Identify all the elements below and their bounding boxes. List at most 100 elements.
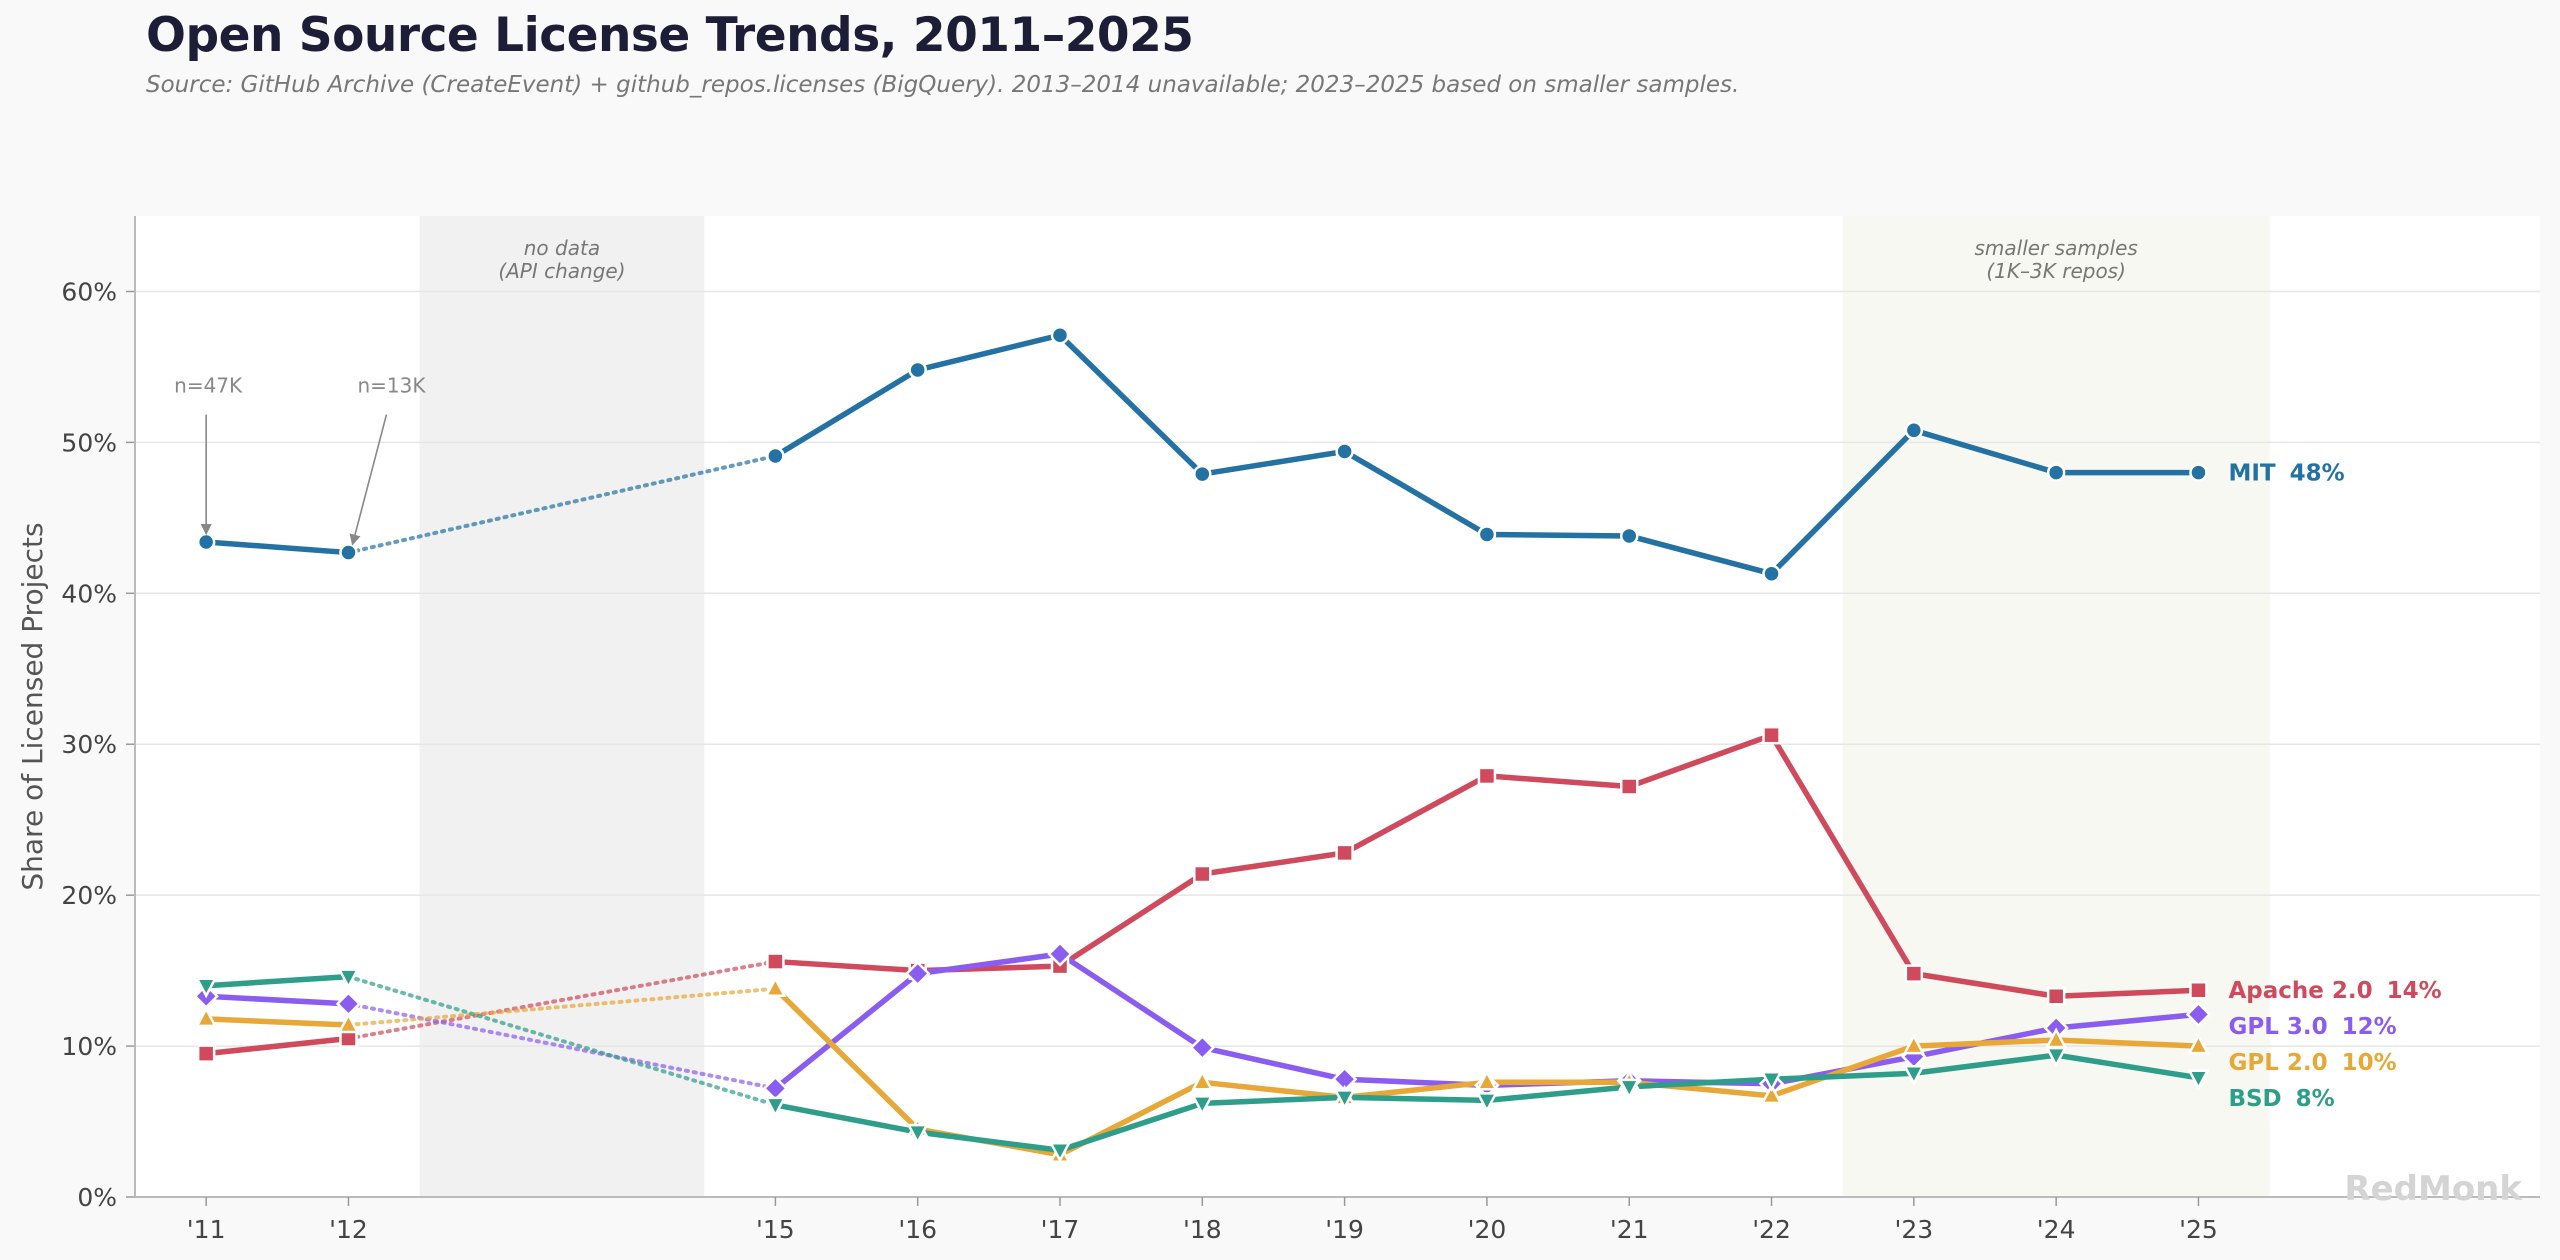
data-point	[195, 1006, 218, 1028]
data-point	[764, 1096, 787, 1118]
x-tick-label: '15	[756, 1215, 795, 1244]
data-point	[1191, 1069, 1214, 1091]
data-point	[2187, 1033, 2210, 1055]
annotation-arrow	[349, 414, 388, 546]
series-name: MIT	[2228, 461, 2275, 487]
data-point	[2046, 463, 2066, 482]
x-tick-label: '22	[1752, 1215, 1791, 1244]
end-label: BSD 8%	[2228, 1086, 2334, 1112]
y-tick-label: 60%	[61, 277, 117, 306]
series-end-value: 8%	[2296, 1086, 2335, 1112]
data-point	[1762, 564, 1781, 583]
data-point	[1475, 1069, 1498, 1091]
series-line	[203, 1016, 352, 1028]
gap-line	[346, 453, 778, 555]
end-label: MIT 48%	[2228, 461, 2344, 487]
data-point	[337, 968, 360, 990]
shaded-band	[419, 216, 705, 1197]
band-label: (API change)	[498, 259, 625, 283]
data-point	[337, 1012, 360, 1034]
data-point	[1904, 421, 1924, 440]
data-point	[1619, 526, 1639, 546]
axes: 0% 10% 20% 30% 40% 50% 60% '11 '12 '15 '16 '17 '18 '1…	[16, 216, 2540, 1244]
x-tick-label: '16	[898, 1215, 937, 1244]
end-label: GPL 3.0 12%	[2228, 1014, 2396, 1040]
annotation-label: n=47K	[174, 374, 243, 398]
series-line	[203, 1035, 352, 1057]
y-tick-label: 20%	[61, 881, 117, 910]
band-label: no data	[524, 236, 600, 260]
data-point	[1193, 864, 1212, 884]
series-end-value: 14%	[2387, 978, 2442, 1004]
data-point	[1477, 766, 1497, 786]
y-axis-label: Share of Licensed Projects	[16, 522, 49, 890]
gap-line	[346, 959, 778, 1041]
series-name: BSD	[2228, 1086, 2281, 1112]
data-point	[766, 446, 785, 466]
data-point	[2189, 980, 2208, 1000]
data-point	[1050, 325, 1070, 345]
data-point	[1335, 442, 1354, 461]
x-tick-label: '24	[2037, 1215, 2076, 1244]
data-point	[1335, 843, 1354, 863]
data-point	[1619, 777, 1639, 796]
series-line	[203, 993, 352, 1007]
x-tick-label: '21	[1610, 1215, 1649, 1244]
watermark-logo: RedMonk	[2344, 1169, 2523, 1209]
data-point	[906, 1123, 929, 1145]
gap-line	[346, 986, 778, 1027]
gap-line	[346, 974, 778, 1107]
data-point	[1902, 1064, 1925, 1086]
annotations: n=47K n=13K	[174, 374, 426, 546]
x-tick-label: '25	[2179, 1215, 2218, 1244]
data-point	[1618, 1078, 1641, 1100]
series-end-value: 48%	[2290, 461, 2345, 487]
series-markers	[193, 325, 2212, 1163]
series-name: GPL 3.0	[2228, 1014, 2327, 1040]
data-point	[1191, 1095, 1214, 1117]
shaded-bands: no data(API change) smaller samples(1K–3K…	[135, 216, 2540, 1197]
series-line	[203, 973, 352, 989]
y-tick-label: 10%	[61, 1032, 117, 1061]
series-end-value: 10%	[2342, 1050, 2397, 1076]
end-label: Apache 2.0 14%	[2228, 978, 2441, 1004]
end-labels: MIT 48% Apache 2.0 14% GPL 3.0 12% GPL 2.0 10% B…	[2228, 461, 2441, 1113]
y-tick-label: 0%	[77, 1183, 117, 1212]
data-point	[1904, 964, 1924, 983]
x-tick-label: '19	[1325, 1215, 1364, 1244]
data-point	[2187, 1069, 2210, 1091]
band-label: smaller samples	[1975, 236, 2138, 260]
data-point	[1762, 725, 1781, 745]
data-point	[339, 543, 358, 562]
data-point	[1477, 525, 1497, 544]
data-point	[1333, 1089, 1356, 1111]
band-label: (1K–3K repos)	[1986, 259, 2126, 283]
data-point	[2046, 987, 2066, 1006]
x-tick-label: '23	[1895, 1215, 1934, 1244]
x-tick-label: '17	[1041, 1215, 1080, 1244]
y-tick-label: 30%	[61, 730, 117, 759]
x-tick-label: '12	[329, 1215, 368, 1244]
y-tick-label: 50%	[61, 428, 117, 457]
series-end-value: 12%	[2342, 1014, 2397, 1040]
annotation-label: n=13K	[357, 374, 426, 398]
series-name: GPL 2.0	[2228, 1050, 2327, 1076]
x-tick-label: '11	[187, 1215, 226, 1244]
data-point	[1475, 1092, 1498, 1114]
series-name: Apache 2.0	[2228, 978, 2372, 1004]
data-point	[1902, 1033, 1925, 1055]
data-point	[196, 532, 216, 552]
data-point	[1760, 1083, 1783, 1105]
data-point	[766, 952, 785, 971]
data-point	[195, 977, 218, 999]
data-point	[196, 1044, 216, 1063]
chart-title: Open Source License Trends, 2011–2025	[146, 8, 1194, 63]
series-line	[203, 539, 352, 556]
data-point	[1048, 1141, 1072, 1163]
data-point	[1193, 464, 1212, 484]
x-tick-label: '20	[1468, 1215, 1507, 1244]
data-point	[2185, 1001, 2212, 1028]
end-label: GPL 2.0 10%	[2228, 1050, 2396, 1076]
data-point	[1047, 941, 1073, 967]
